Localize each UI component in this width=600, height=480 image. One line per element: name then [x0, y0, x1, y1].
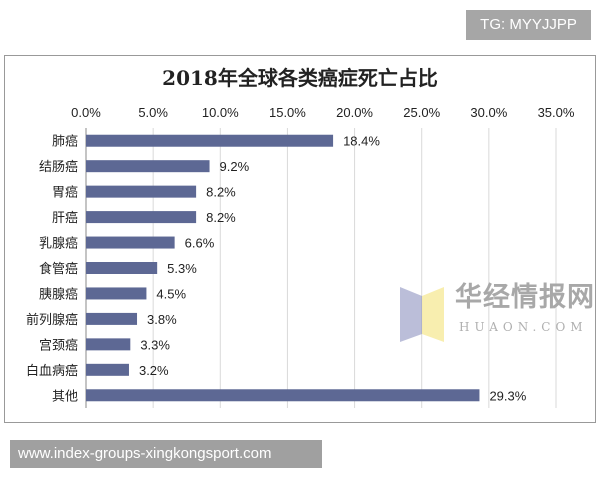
x-tick-label: 35.0%: [538, 105, 575, 120]
data-label: 4.5%: [156, 286, 186, 301]
data-label: 18.4%: [343, 134, 380, 149]
y-category-label: 肝癌: [52, 210, 78, 226]
watermark-logo-icon: [400, 287, 444, 342]
y-category-label: 乳腺癌: [39, 236, 78, 252]
bar: [86, 262, 158, 274]
bar: [86, 363, 129, 376]
bar: [86, 389, 480, 402]
x-tick-label: 25.0%: [403, 105, 440, 120]
y-category-label: 胃癌: [52, 185, 78, 201]
tg-badge: TG: MYYJJPP: [466, 10, 591, 40]
bar: [86, 312, 138, 325]
x-tick-label: 15.0%: [269, 105, 306, 120]
watermark-text: 华经情报网: [455, 282, 595, 313]
bar: [86, 287, 147, 300]
bar: [86, 236, 175, 249]
x-tick-label: 5.0%: [138, 105, 168, 120]
chart-frame: [4, 55, 596, 423]
x-tick-label: 30.0%: [470, 105, 507, 120]
y-category-label: 白血病癌: [26, 363, 78, 379]
data-label: 8.2%: [206, 210, 236, 225]
y-category-label: 食管癌: [39, 261, 78, 277]
y-category-label: 前列腺癌: [26, 312, 78, 328]
y-category-label: 肺癌: [52, 134, 78, 150]
bar: [86, 134, 334, 147]
data-label: 8.2%: [206, 185, 236, 200]
data-label: 3.2%: [139, 363, 169, 378]
bar: [86, 338, 131, 351]
data-label: 3.8%: [147, 312, 177, 327]
data-label: 3.3%: [140, 337, 170, 352]
x-tick-label: 20.0%: [336, 105, 373, 120]
footer-url: www.index-groups-xingkongsport.com: [10, 440, 322, 468]
x-tick-label: 0.0%: [71, 105, 101, 120]
bar: [86, 185, 197, 198]
chart-title: 2018年全球各类癌症死亡占比: [162, 66, 438, 90]
y-category-label: 胰腺癌: [39, 286, 78, 302]
data-label: 6.6%: [185, 236, 215, 251]
data-label: 5.3%: [167, 261, 197, 276]
y-category-label: 其他: [52, 389, 78, 404]
data-label: 29.3%: [489, 388, 526, 403]
watermark-url: HUAON.COM: [459, 320, 588, 334]
data-label: 9.2%: [220, 159, 250, 174]
bar: [86, 160, 210, 173]
x-tick-label: 10.0%: [202, 105, 239, 120]
y-category-label: 结肠癌: [39, 159, 78, 175]
bar: [86, 211, 197, 224]
y-category-label: 宫颈癌: [39, 337, 78, 353]
